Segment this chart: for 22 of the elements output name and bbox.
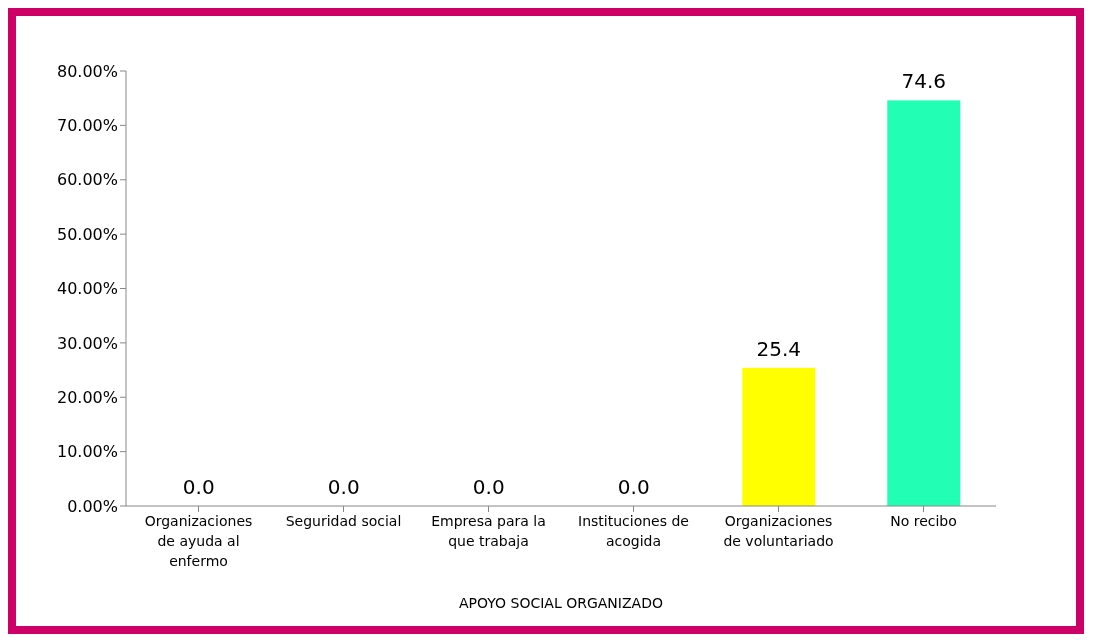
x-axis-title: APOYO SOCIAL ORGANIZADO bbox=[459, 595, 663, 611]
data-label: 0.0 bbox=[182, 475, 215, 499]
data-label: 25.4 bbox=[756, 336, 802, 361]
data-label: 0.0 bbox=[472, 475, 505, 499]
data-label: 74.6 bbox=[901, 69, 947, 94]
data-label: 0.0 bbox=[617, 475, 650, 499]
y-tick-label: 50.00% bbox=[56, 224, 118, 244]
y-tick-label: 60.00% bbox=[56, 170, 118, 190]
x-tick-label: Empresa para la que trabaja bbox=[431, 513, 546, 549]
x-tick-label: Seguridad social bbox=[285, 513, 402, 529]
data-label: 0.0 bbox=[327, 475, 360, 499]
y-tick-label: 10.00% bbox=[56, 442, 118, 462]
x-tick-label: No recibo bbox=[890, 513, 957, 529]
y-tick-label: 70.00% bbox=[56, 116, 118, 136]
y-tick-label: 30.00% bbox=[56, 333, 118, 353]
y-tick-label: 0.00% bbox=[67, 496, 118, 516]
y-tick-label: 20.00% bbox=[56, 387, 118, 407]
x-tick-label: Organizaciones de voluntariado bbox=[723, 513, 834, 549]
y-tick-label: 40.00% bbox=[56, 279, 118, 299]
y-tick-label: 80.00% bbox=[56, 61, 118, 81]
x-tick-label: Instituciones de acogida bbox=[578, 513, 689, 549]
x-tick-label: Organizaciones de ayuda al enfermo bbox=[144, 513, 253, 569]
